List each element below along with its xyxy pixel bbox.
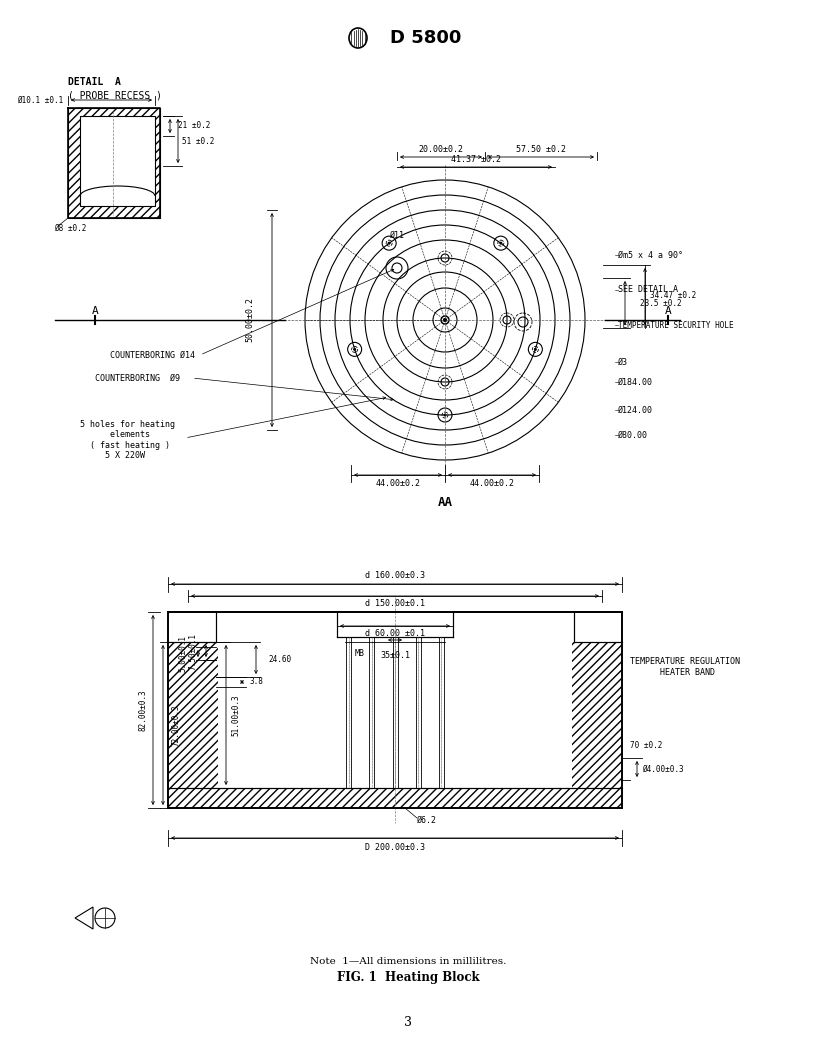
Bar [415, 637, 421, 788]
Text: AA: AA [437, 496, 453, 509]
Text: DETAIL  A: DETAIL A [68, 77, 121, 87]
Text: Ø184.00: Ø184.00 [618, 377, 653, 386]
Text: Ø11: Ø11 [390, 230, 405, 240]
Text: COUNTERBORING Ø14: COUNTERBORING Ø14 [110, 351, 195, 359]
Bar [346, 637, 351, 788]
Text: 41.37 ±0.2: 41.37 ±0.2 [451, 155, 501, 165]
Text: Note  1—All dimensions in millilitres.: Note 1—All dimensions in millilitres. [310, 958, 506, 966]
Bar [168, 642, 216, 808]
Circle shape [353, 348, 356, 351]
Text: Ø8 ±0.2: Ø8 ±0.2 [54, 224, 86, 232]
Bar [392, 637, 397, 788]
Text: 44.00±0.2: 44.00±0.2 [375, 478, 420, 488]
Text: Ø6.2: Ø6.2 [417, 815, 437, 825]
Text: A: A [91, 306, 99, 316]
Bar [572, 642, 622, 788]
Text: 72.00±0.3: 72.00±0.3 [171, 704, 180, 746]
Bar [80, 116, 155, 206]
Text: 5.00±0.1: 5.00±0.1 [179, 635, 188, 672]
Text: Ø10.1 ±0.1: Ø10.1 ±0.1 [17, 95, 63, 105]
Bar [337, 637, 453, 788]
Text: MB: MB [355, 649, 365, 659]
Text: 57.50 ±0.2: 57.50 ±0.2 [516, 146, 566, 154]
Text: 34.47 ±0.2: 34.47 ±0.2 [650, 291, 696, 301]
Bar [68, 108, 160, 218]
Text: d 150.00±0.1: d 150.00±0.1 [365, 600, 425, 608]
Text: d 60.00 ±0.1: d 60.00 ±0.1 [365, 629, 425, 639]
Bar [346, 637, 351, 788]
Text: 51.00±0.3: 51.00±0.3 [232, 694, 241, 736]
Text: 35±0.1: 35±0.1 [380, 650, 410, 660]
Text: Ø4.00±0.3: Ø4.00±0.3 [642, 765, 684, 773]
Text: ( PROBE RECESS ): ( PROBE RECESS ) [68, 90, 162, 100]
Bar [138, 562, 682, 857]
Text: SEE DETAIL A: SEE DETAIL A [618, 285, 678, 295]
Text: 7.50±0.1: 7.50±0.1 [188, 633, 197, 670]
Text: FIG. 1  Heating Block: FIG. 1 Heating Block [337, 970, 479, 983]
Bar [415, 637, 421, 788]
Text: 20.00±0.2: 20.00±0.2 [419, 146, 463, 154]
Text: 50.00±0.2: 50.00±0.2 [246, 298, 255, 342]
Text: 44.00±0.2: 44.00±0.2 [469, 478, 515, 488]
Text: 70 ±0.2: 70 ±0.2 [630, 740, 663, 750]
Circle shape [388, 242, 390, 244]
Circle shape [444, 319, 446, 321]
Circle shape [444, 414, 446, 416]
Text: 21 ±0.2: 21 ±0.2 [178, 121, 211, 131]
Text: 51 ±0.2: 51 ±0.2 [182, 136, 215, 146]
Text: 3: 3 [404, 1016, 412, 1029]
Text: TEMPERATURE SECURITY HOLE: TEMPERATURE SECURITY HOLE [618, 321, 734, 329]
Text: d 160.00±0.3: d 160.00±0.3 [365, 571, 425, 581]
Circle shape [534, 348, 536, 351]
Text: D 5800: D 5800 [390, 29, 461, 48]
Text: 5 holes for heating
      elements
  ( fast heating )
     5 X 220W: 5 holes for heating elements ( fast heat… [80, 420, 175, 460]
Text: 3.8: 3.8 [250, 678, 264, 686]
Bar [439, 637, 444, 788]
Bar [370, 637, 375, 788]
Text: D 200.00±0.3: D 200.00±0.3 [365, 844, 425, 852]
Bar [392, 637, 397, 788]
Text: Ø3: Ø3 [618, 358, 628, 366]
Text: 24.60: 24.60 [268, 655, 291, 663]
Text: TEMPERATURE REGULATION
      HEATER BAND: TEMPERATURE REGULATION HEATER BAND [630, 657, 740, 677]
Text: Ø80.00: Ø80.00 [618, 431, 648, 439]
Text: A: A [664, 306, 672, 316]
Text: COUNTERBORING  Ø9: COUNTERBORING Ø9 [95, 374, 180, 382]
Bar [439, 637, 444, 788]
Text: Ø124.00: Ø124.00 [618, 406, 653, 415]
Bar [168, 642, 218, 788]
Text: Øm5 x 4 a 90°: Øm5 x 4 a 90° [618, 250, 683, 260]
Circle shape [500, 242, 502, 244]
Bar [370, 637, 375, 788]
Bar [168, 788, 622, 808]
Bar [337, 612, 453, 637]
Text: 23.5 ±0.2: 23.5 ±0.2 [640, 299, 681, 307]
Text: 82.00±0.3: 82.00±0.3 [139, 690, 148, 731]
Bar [574, 642, 622, 808]
